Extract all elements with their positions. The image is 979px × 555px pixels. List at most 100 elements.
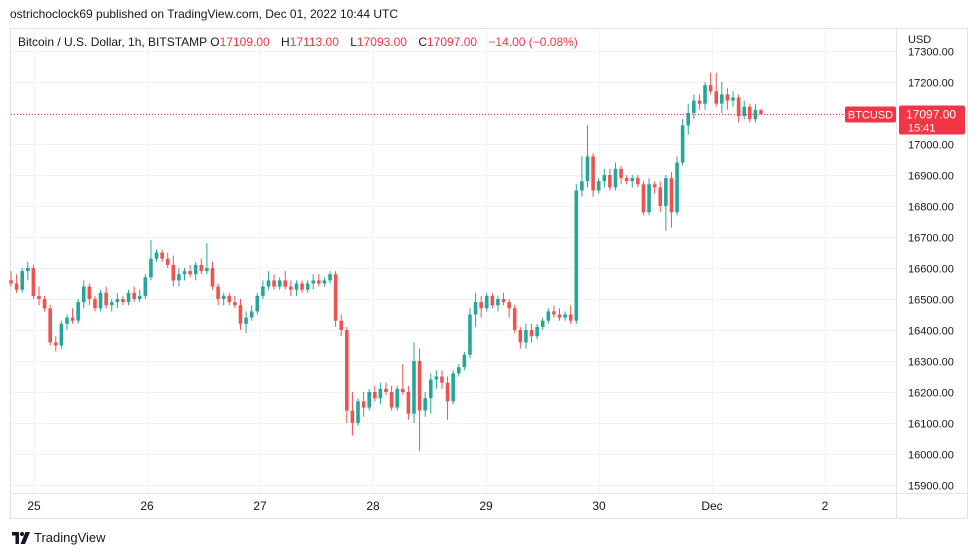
candle: [540, 317, 545, 330]
candle-body: [417, 361, 422, 411]
candle: [31, 264, 36, 299]
candle: [104, 286, 108, 309]
candle: [149, 240, 153, 281]
candle-body: [742, 106, 747, 117]
x-tick-label: 28: [366, 499, 380, 513]
candle-body: [384, 388, 388, 392]
candle: [87, 283, 92, 306]
candle-body: [445, 382, 450, 402]
candle-body: [636, 178, 640, 185]
candle-body: [451, 373, 455, 402]
candle: [602, 168, 607, 188]
candle-body: [367, 392, 372, 408]
candle: [317, 274, 321, 287]
footer-brand: TradingView: [34, 530, 106, 545]
open-key: O: [210, 35, 220, 49]
candle: [546, 308, 551, 324]
candle-body: [244, 317, 248, 324]
candle-body: [87, 286, 92, 299]
candle-body: [479, 302, 483, 309]
change-value: −14.00 (−0.08%): [488, 35, 578, 49]
candle-body: [193, 264, 198, 275]
y-tick-label: 16300.00: [908, 357, 954, 369]
candle: [171, 255, 176, 287]
tradingview-logo-icon: [12, 531, 30, 544]
candle-body: [361, 401, 366, 408]
candle: [93, 295, 97, 312]
candle: [400, 364, 405, 396]
candle: [507, 299, 511, 318]
candle-body: [199, 264, 204, 272]
candle: [233, 295, 237, 309]
candle: [81, 280, 86, 309]
candle-body: [149, 258, 153, 278]
candle-body: [406, 392, 411, 414]
currency-label: USD: [908, 34, 932, 46]
candle-body: [328, 274, 332, 281]
candle-body: [76, 302, 80, 321]
candle-body: [160, 252, 164, 259]
candle: [406, 385, 411, 420]
candle: [389, 385, 394, 411]
candle-body: [748, 106, 752, 120]
candle: [518, 326, 523, 349]
candle-body: [496, 299, 500, 306]
y-tick-label: 16800.00: [908, 202, 954, 214]
candle: [227, 292, 232, 306]
candle-body: [289, 286, 293, 290]
candle: [731, 91, 735, 107]
candle: [37, 286, 41, 306]
candle-body: [647, 184, 651, 213]
x-tick-label: 27: [253, 499, 267, 513]
candle: [423, 392, 427, 417]
candle: [272, 274, 276, 290]
candle-body: [658, 187, 663, 206]
candle: [630, 175, 635, 188]
candle: [753, 103, 758, 123]
candle-body: [221, 295, 226, 299]
price-axis: 15900.00 16000.00 16100.00 16200.00 16300.00…: [908, 47, 954, 493]
candle-body: [692, 100, 696, 113]
candle: [708, 72, 713, 95]
candle-body: [255, 295, 260, 312]
x-tick-label: 30: [592, 499, 606, 513]
candle: [417, 348, 422, 451]
candle-body: [121, 299, 125, 303]
candle-body: [37, 295, 41, 299]
candle: [300, 280, 304, 293]
candle-body: [725, 94, 730, 101]
candle-body: [182, 271, 187, 275]
y-tick-label: 17000.00: [908, 140, 954, 152]
candle: [412, 342, 416, 423]
candle-body: [389, 392, 394, 408]
candle: [686, 103, 691, 135]
candle: [585, 125, 590, 188]
candle-body: [697, 100, 702, 104]
candle-body: [535, 326, 539, 337]
candle: [652, 181, 657, 194]
candle: [714, 72, 719, 107]
candle: [48, 305, 52, 346]
candle-body: [714, 91, 719, 104]
candle: [367, 388, 372, 411]
candle-body: [468, 314, 472, 355]
candle: [524, 323, 528, 349]
candle-body: [456, 367, 461, 374]
candle-body: [759, 110, 763, 114]
low-key: L: [350, 35, 357, 49]
candle-body: [529, 330, 534, 337]
candle-body: [613, 168, 618, 188]
candle: [98, 289, 103, 312]
x-tick-label: 26: [140, 499, 154, 513]
candle-body: [59, 323, 64, 346]
candle: [647, 178, 651, 216]
candle-body: [277, 280, 282, 287]
candle-body: [680, 125, 685, 163]
tradingview-footer[interactable]: TradingView: [12, 530, 106, 545]
candle-body: [42, 299, 47, 309]
candle: [137, 289, 142, 303]
candle-body: [350, 410, 355, 423]
high-value: 17113.00: [289, 35, 339, 49]
candle-body: [602, 175, 607, 182]
